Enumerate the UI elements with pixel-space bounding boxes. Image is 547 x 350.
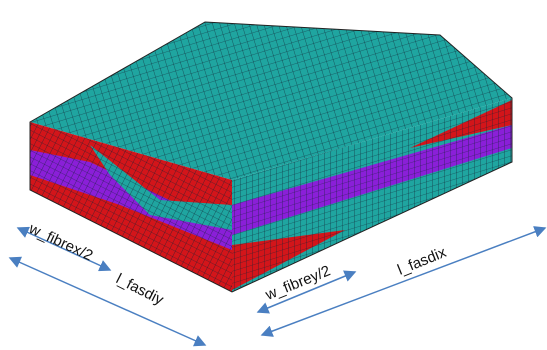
dimension-label: l_fasdiy [113,270,166,308]
dimension-label: l_fasdix [395,244,449,279]
page: w_fibrex/2 l_fasdiy w_fibrey/2 l_fasdix … [0,0,547,350]
arrow [10,258,205,345]
mesh-figure: w_fibrex/2 l_fasdiy w_fibrey/2 l_fasdix [0,0,547,350]
dimension-label: w_fibrex/2 [25,220,95,265]
